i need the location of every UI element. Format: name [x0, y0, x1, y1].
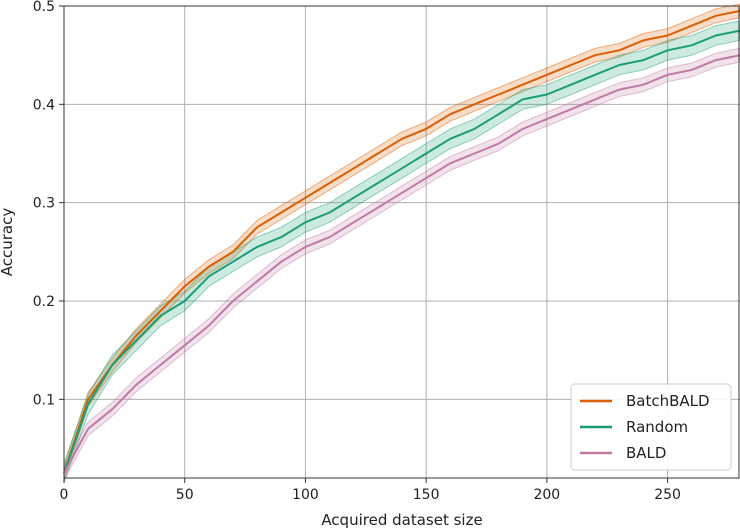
legend-label: BALD — [626, 444, 666, 462]
y-tick-label: 0.1 — [33, 392, 55, 408]
y-tick-label: 0.5 — [33, 0, 55, 15]
y-tick-label: 0.2 — [33, 294, 55, 310]
series-line — [63, 29, 740, 474]
legend-label: BatchBALD — [626, 392, 710, 410]
plot-frame — [63, 5, 740, 479]
x-tick-label: 100 — [292, 487, 319, 503]
x-tick-label: 50 — [176, 487, 194, 503]
series-line — [63, 9, 740, 474]
series-bands — [63, 3, 740, 484]
x-tick-label: 200 — [533, 487, 560, 503]
y-tick-label: 0.3 — [33, 196, 55, 212]
y-axis-label: Accuracy — [0, 208, 16, 277]
series-band — [63, 20, 740, 484]
series-line — [63, 54, 740, 474]
x-tick-label: 0 — [60, 487, 69, 503]
series-lines — [63, 9, 740, 474]
y-axis-ticks: 0.1 0.2 0.3 0.4 0.5 — [33, 0, 64, 408]
x-axis-label: Acquired dataset size — [321, 511, 482, 529]
legend: BatchBALD Random BALD — [570, 383, 732, 471]
series-band — [63, 3, 740, 481]
x-axis-ticks: 0 50 100 150 200 250 — [60, 478, 681, 503]
series-band — [63, 47, 740, 481]
y-tick-label: 0.4 — [33, 97, 55, 113]
legend-label: Random — [626, 418, 688, 436]
x-tick-label: 150 — [413, 487, 440, 503]
x-tick-label: 250 — [654, 487, 681, 503]
legend-box — [570, 383, 732, 471]
